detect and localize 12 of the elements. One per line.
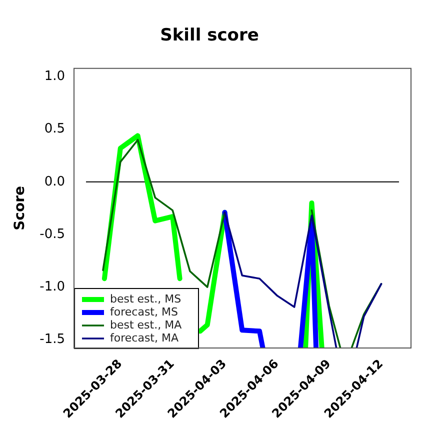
y-tick-label: 1.0 xyxy=(44,69,65,84)
chart-title: Skill score xyxy=(160,26,259,46)
y-tick-label: 0.5 xyxy=(44,122,65,137)
y-tick-label: -1.5 xyxy=(40,332,65,347)
y-axis-title: Score xyxy=(12,186,28,230)
y-tick-label: 0.0 xyxy=(44,174,65,190)
legend-label: forecast, MS xyxy=(110,305,178,318)
y-tick-label: -1.0 xyxy=(40,279,65,294)
legend-label: forecast, MA xyxy=(110,331,179,344)
y-tick-label: -0.5 xyxy=(40,226,65,242)
legend-label: best est., MS xyxy=(110,292,182,306)
legend-label: best est., MA xyxy=(110,318,182,332)
